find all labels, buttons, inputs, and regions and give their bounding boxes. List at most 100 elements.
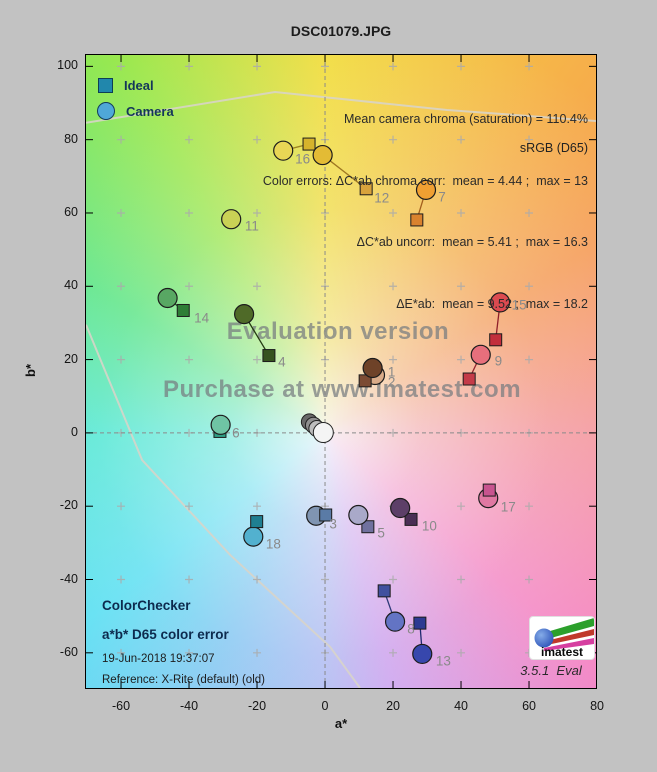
srgb-gamut-boundary xyxy=(86,324,361,688)
ideal-square-patch-8 xyxy=(377,584,391,598)
footer-title-error-type: a*b* D65 color error xyxy=(102,627,229,642)
x-tick-label: -60 xyxy=(111,699,131,713)
camera-circle-marker-icon xyxy=(97,102,115,120)
grid-cross xyxy=(185,208,194,217)
ideal-square-marker-icon xyxy=(98,77,113,93)
legend-ideal-label: Ideal xyxy=(124,77,154,93)
ideal-square-patch-9 xyxy=(462,372,476,386)
patch-number-label-14: 14 xyxy=(194,310,210,326)
camera-circle-patch-7 xyxy=(415,179,437,200)
patch-number-label-18: 18 xyxy=(265,536,281,552)
grid-cross xyxy=(185,648,194,657)
y-tick-label: -60 xyxy=(59,644,78,659)
watermark-line2: Purchase at www.imatest.com xyxy=(162,376,522,403)
camera-circle-patch-11 xyxy=(221,209,242,230)
ideal-square-patch-5 xyxy=(361,520,375,534)
grid-cross xyxy=(253,208,262,217)
camera-circle-patch-15 xyxy=(490,292,511,313)
x-tick-label: -40 xyxy=(179,699,199,713)
stat-delta-e: ΔE*ab: mean = 9.52 ; max = 18.2 xyxy=(396,296,588,311)
grid-cross xyxy=(525,575,534,584)
ideal-square-patch-3 xyxy=(319,508,333,522)
plot-area: Evaluation version Purchase at www.imate… xyxy=(85,54,597,689)
grid-cross xyxy=(457,135,466,144)
ideal-square-patch-13 xyxy=(413,616,427,630)
y-tick-label: 0 xyxy=(71,424,78,439)
x-tick-label: 20 xyxy=(386,699,400,713)
patch-number-label-1: 1 xyxy=(387,364,396,380)
grid-cross xyxy=(389,208,398,217)
camera-circle-patch-5 xyxy=(348,504,369,526)
grid-cross xyxy=(457,208,466,217)
grid-cross xyxy=(389,282,398,291)
grid-cross xyxy=(253,502,262,511)
grid-cross xyxy=(525,135,534,144)
camera-circle-patch-14 xyxy=(157,287,178,309)
patch-number-label-13: 13 xyxy=(435,653,451,669)
patch-number-label-9: 9 xyxy=(494,353,503,369)
y-tick-label: -20 xyxy=(59,498,78,513)
patch-number-label-8: 8 xyxy=(407,621,415,637)
x-tick-label: 40 xyxy=(454,699,468,713)
grid-cross xyxy=(389,62,398,71)
grid-cross xyxy=(185,575,194,584)
legend-camera-label: Camera xyxy=(126,103,174,119)
x-tick-label: 80 xyxy=(590,699,604,713)
ideal-square-patch-1 xyxy=(358,374,372,388)
grid-cross xyxy=(389,575,398,584)
x-tick-label: 0 xyxy=(321,699,329,713)
grid-cross xyxy=(457,62,466,71)
legend-item-camera: Camera xyxy=(97,98,174,124)
y-tick-label: 80 xyxy=(64,131,78,146)
camera-circle-patch-9 xyxy=(470,344,491,365)
grid-cross xyxy=(525,62,534,71)
grid-cross xyxy=(117,208,126,217)
logo-wordmark: imatest xyxy=(541,645,583,659)
grid-cross xyxy=(389,355,398,364)
grid-cross xyxy=(117,648,126,657)
grid-cross xyxy=(117,135,126,144)
imatest-logo: imatest xyxy=(529,616,595,660)
camera-circle-patch-6 xyxy=(210,414,231,435)
grid-cross xyxy=(253,135,262,144)
y-tick-label: 60 xyxy=(64,204,78,219)
grid-cross xyxy=(117,502,126,511)
grid-cross xyxy=(457,648,466,657)
camera-circle-patch-10 xyxy=(390,497,411,519)
logo-red-stripe xyxy=(542,629,594,646)
patch-number-label-4: 4 xyxy=(278,354,286,370)
grid-cross xyxy=(457,282,466,291)
grid-cross xyxy=(117,62,126,71)
grid-cross xyxy=(389,648,398,657)
grid-cross xyxy=(457,502,466,511)
watermark-line1: Evaluation version xyxy=(226,318,450,345)
color-space-label: sRGB (D65) xyxy=(519,141,588,155)
footer-info: ColorChecker a*b* D65 color error 19-Jun… xyxy=(102,591,265,688)
footer-date: 19-Jun-2018 19:37:07 xyxy=(102,653,215,665)
grid-cross xyxy=(525,355,534,364)
x-tick-label: -20 xyxy=(247,699,267,713)
ideal-square-patch-12 xyxy=(359,182,373,196)
camera-circle-patch-13 xyxy=(412,643,433,665)
stat-mean-chroma: Mean camera chroma (saturation) = 110.4% xyxy=(344,112,588,126)
grid-cross xyxy=(253,62,262,71)
y-tick-label: 20 xyxy=(64,351,78,366)
camera-circle-patch-18 xyxy=(243,526,264,547)
x-axis-label: a* xyxy=(334,716,348,731)
grid-cross xyxy=(185,62,194,71)
grid-cross xyxy=(117,355,126,364)
patch-number-label-17: 17 xyxy=(500,499,516,515)
footer-title-colorchecker: ColorChecker xyxy=(102,598,191,613)
grid-cross xyxy=(117,575,126,584)
x-tick-label: 60 xyxy=(522,699,536,713)
legend: Ideal Camera xyxy=(97,72,174,124)
patch-number-label-12: 12 xyxy=(374,190,390,206)
imatest-logo-graphic: imatest xyxy=(534,618,594,659)
camera-circle-patch-12 xyxy=(312,144,333,166)
grid-cross xyxy=(525,282,534,291)
grid-cross xyxy=(525,208,534,217)
y-tick-label: -40 xyxy=(59,571,78,586)
grid-cross xyxy=(185,355,194,364)
patch-number-label-11: 11 xyxy=(244,218,259,234)
ideal-square-patch-7 xyxy=(410,213,424,227)
